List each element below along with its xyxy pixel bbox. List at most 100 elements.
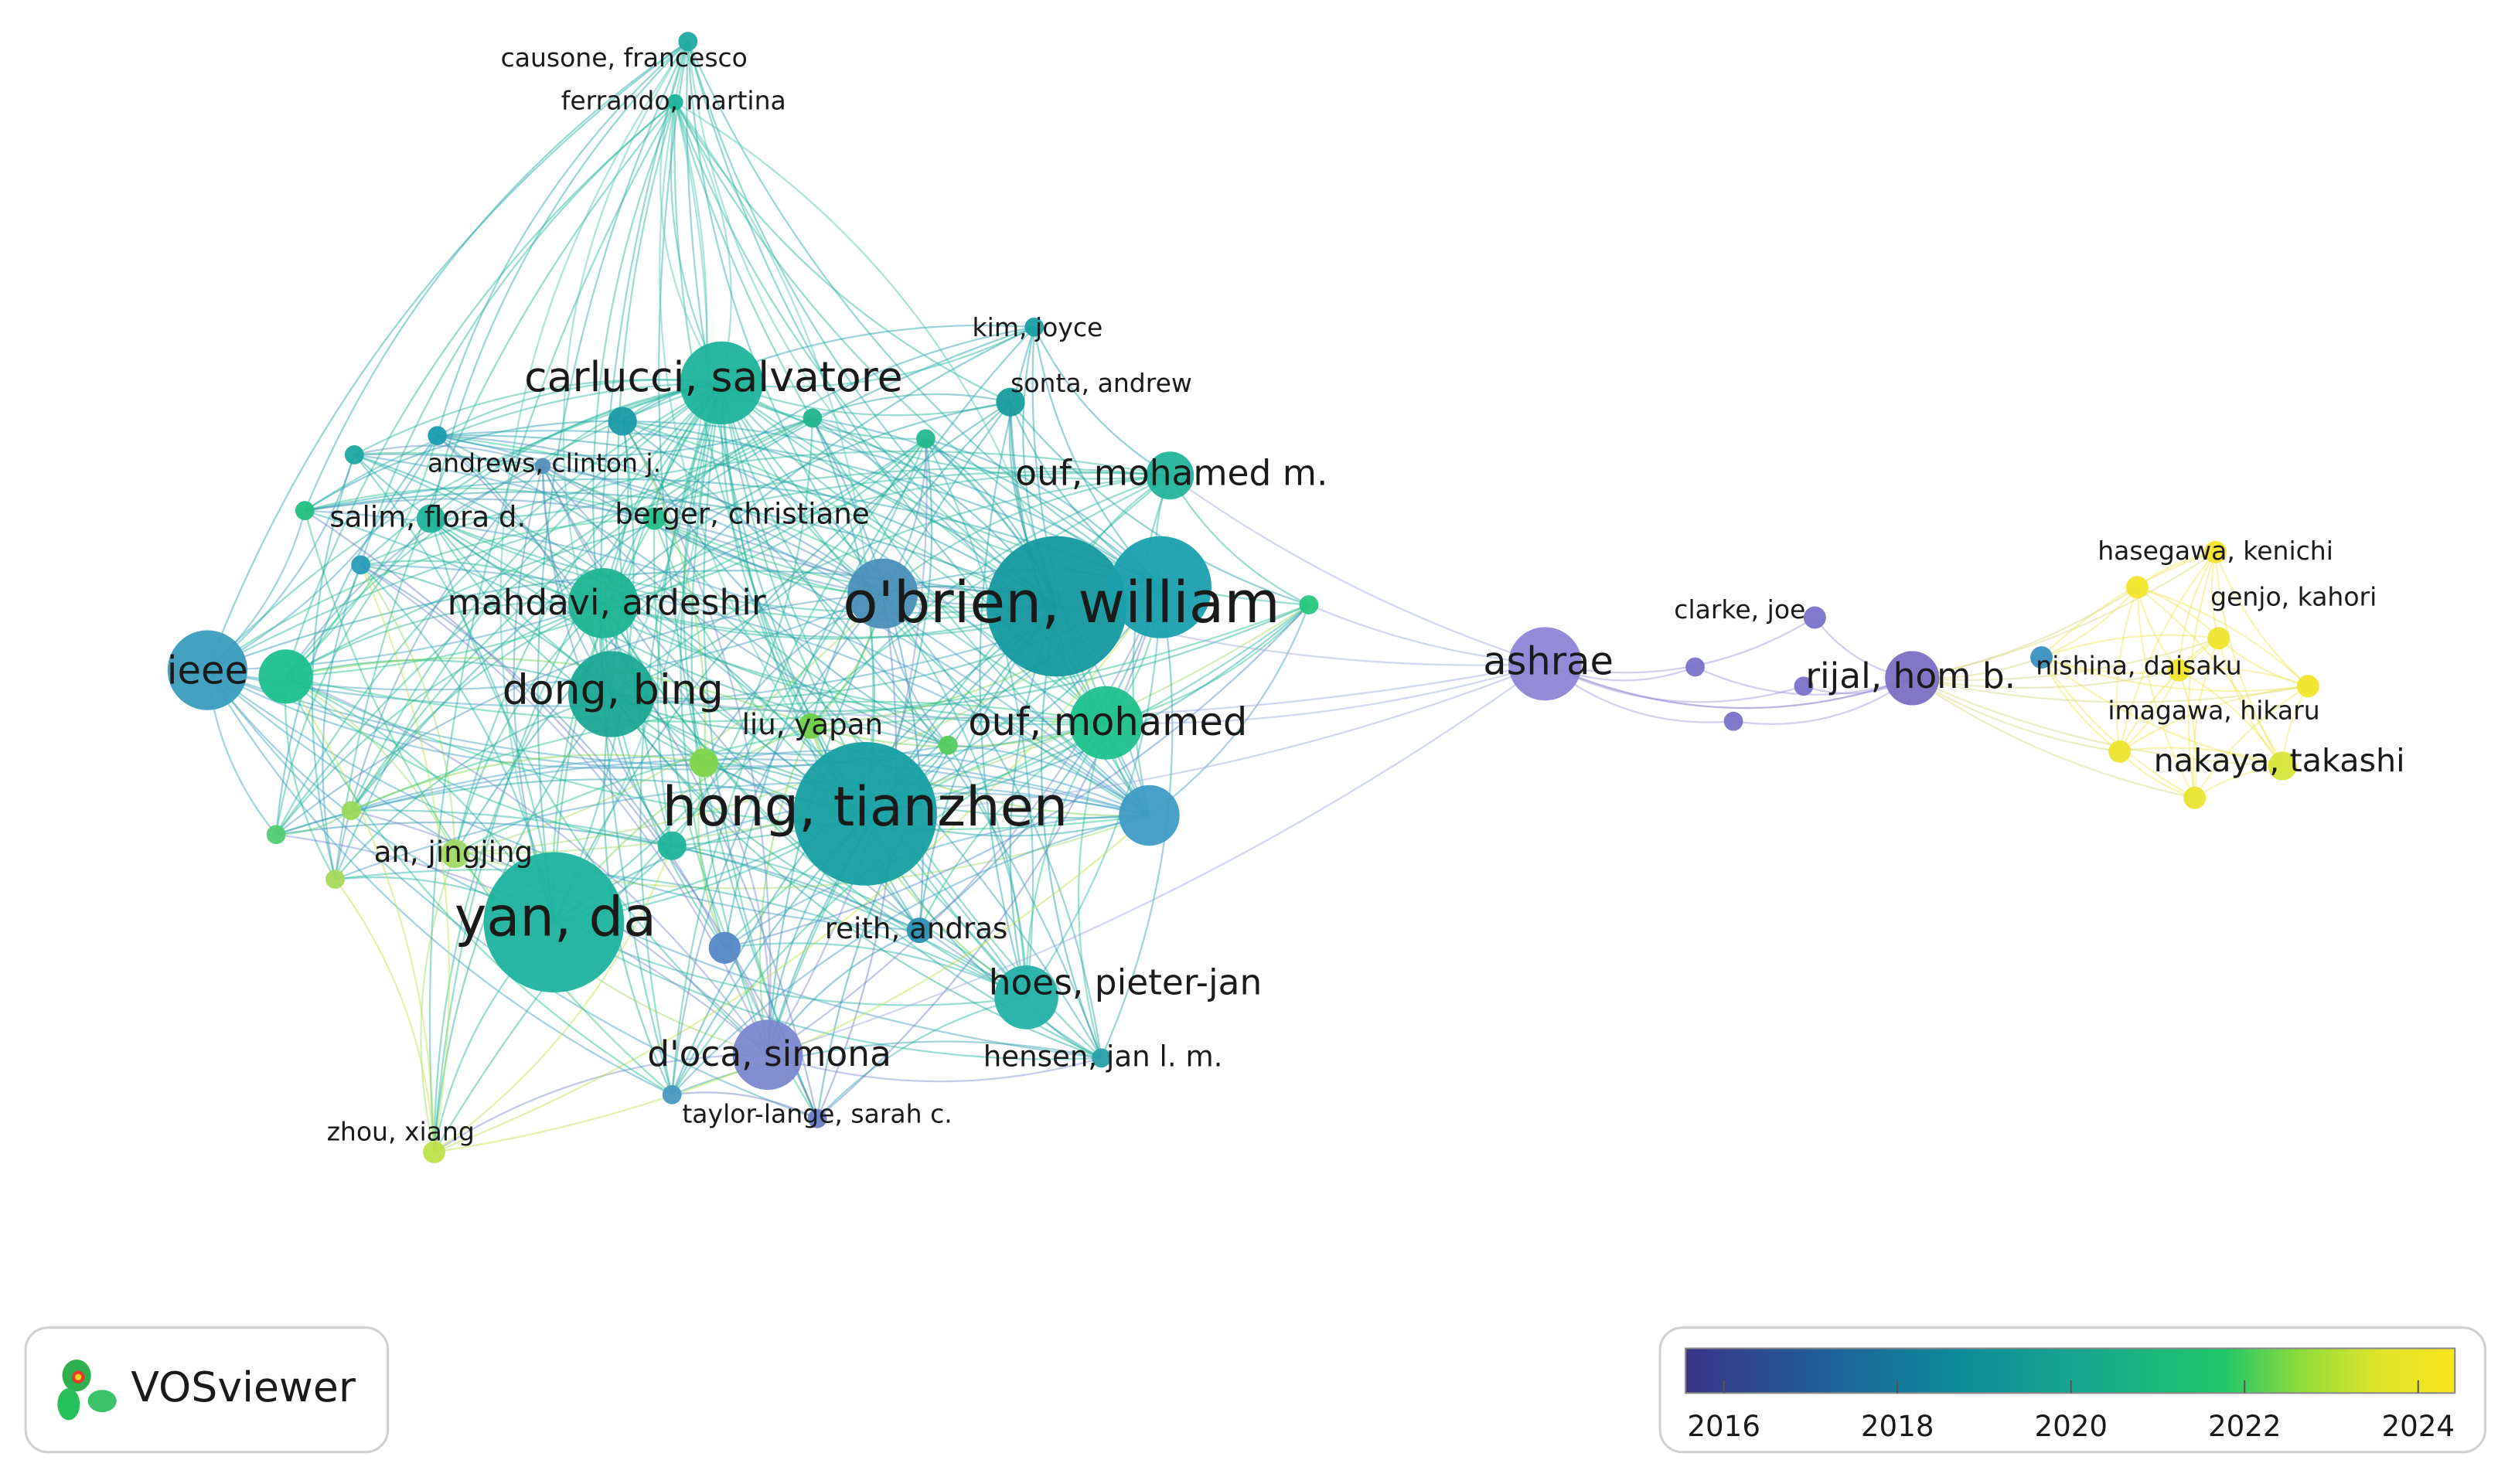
colorbar-tick-label: 2022 — [2208, 1410, 2282, 1443]
edge — [674, 101, 874, 815]
edge — [1912, 551, 2217, 679]
edge — [687, 41, 884, 594]
edge — [350, 752, 1150, 817]
edge — [437, 434, 884, 594]
node — [662, 1084, 682, 1104]
edge — [881, 475, 1171, 594]
edge — [334, 693, 612, 880]
node — [1069, 686, 1143, 760]
edge — [2178, 667, 2309, 687]
node — [1092, 1048, 1111, 1068]
edge — [721, 383, 949, 746]
edge — [206, 669, 673, 1096]
edge — [276, 821, 920, 931]
node — [295, 501, 315, 521]
edge — [622, 420, 949, 747]
node-label: nakaya, takashi — [2154, 742, 2405, 779]
edge — [611, 438, 927, 696]
node — [258, 649, 313, 704]
edge — [1545, 662, 1913, 710]
colorbar-tick-label: 2016 — [1687, 1410, 1760, 1443]
node — [793, 742, 937, 886]
edge — [674, 101, 1058, 607]
edge — [206, 669, 1102, 1059]
edge — [656, 383, 723, 846]
edge — [721, 382, 1150, 816]
edge — [428, 101, 676, 1152]
edge — [206, 669, 818, 1120]
node-label: salim, flora d. — [329, 500, 526, 533]
node — [847, 558, 918, 629]
edge — [206, 467, 1171, 672]
edge — [599, 41, 689, 1095]
node-label: ouf, mohamed m. — [1015, 453, 1327, 494]
edge — [360, 382, 722, 566]
edge — [454, 326, 1035, 855]
edge — [275, 417, 813, 836]
node-label: imagawa, hikaru — [2108, 695, 2319, 725]
node-label: carlucci, salvatore — [524, 352, 903, 401]
edge — [809, 401, 1011, 727]
node-label: d'oca, simona — [647, 1033, 891, 1074]
edge — [360, 563, 1150, 816]
edge — [622, 420, 772, 1055]
edge — [433, 382, 723, 1152]
edge — [1132, 475, 1171, 816]
node-label: yan, da — [455, 885, 656, 948]
logo-frame — [24, 1326, 390, 1454]
edge — [284, 676, 336, 880]
edge — [304, 382, 722, 512]
node-label: ieee — [167, 648, 248, 693]
edge — [350, 417, 813, 812]
node — [428, 426, 448, 445]
node — [2030, 646, 2053, 669]
edge — [610, 382, 723, 695]
edge — [434, 815, 1150, 1153]
nodes — [167, 32, 2319, 1164]
edge — [2041, 634, 2219, 659]
edge — [334, 382, 722, 880]
edge — [1033, 326, 1171, 477]
edge — [360, 563, 769, 1056]
edge — [925, 438, 1034, 998]
edge — [275, 602, 604, 836]
edge — [360, 101, 676, 566]
edge — [682, 383, 723, 764]
edge — [353, 379, 722, 456]
node — [567, 567, 639, 638]
edge — [305, 487, 655, 520]
edge — [672, 604, 1310, 847]
edge — [603, 437, 927, 604]
edge — [206, 40, 689, 671]
node — [2207, 627, 2230, 650]
edge — [767, 587, 1161, 1056]
edge — [334, 101, 676, 880]
edge — [2119, 685, 2309, 753]
edge — [285, 676, 1150, 831]
edge — [1169, 475, 1545, 665]
edge — [616, 101, 676, 846]
edge — [305, 491, 1058, 608]
node — [1685, 657, 1705, 677]
edge — [622, 324, 1034, 423]
edge — [1009, 401, 1310, 606]
labels: causone, francesco ferrando, martina carlu… — [167, 43, 2405, 1146]
edge — [285, 465, 544, 677]
edge — [350, 700, 1106, 812]
edge — [2137, 586, 2309, 687]
edge — [206, 435, 438, 672]
edge — [350, 382, 722, 812]
edge — [1148, 604, 1310, 816]
node-label: taylor-lange, sarah c. — [682, 1099, 952, 1129]
edge — [285, 676, 673, 847]
node — [440, 839, 469, 869]
edge — [553, 401, 1011, 923]
node — [1508, 627, 1582, 701]
colorbar-tick-label: 2024 — [2381, 1410, 2455, 1443]
edge — [622, 420, 1161, 588]
edge — [918, 722, 1107, 931]
edge — [2178, 669, 2198, 798]
edge — [611, 475, 1171, 695]
node-label: berger, christiane — [615, 497, 869, 530]
